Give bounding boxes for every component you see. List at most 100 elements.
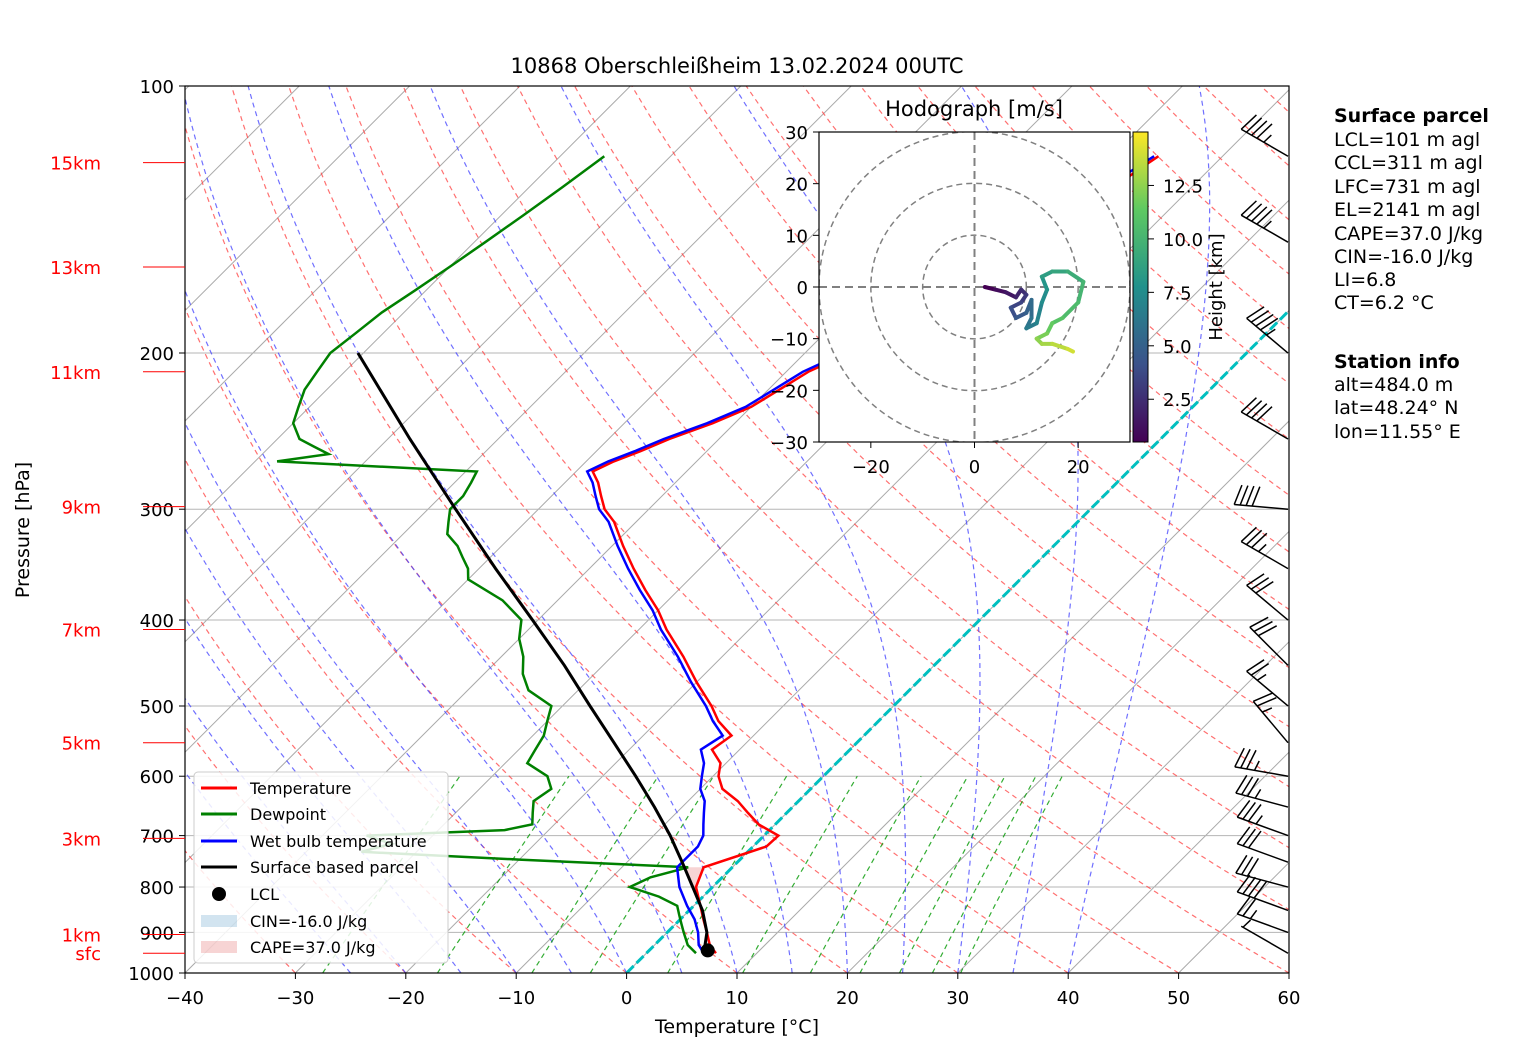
station-line: lat=48.24° N bbox=[1334, 397, 1458, 419]
barb-shaft bbox=[1237, 913, 1289, 934]
barb-flag bbox=[1251, 120, 1268, 136]
hodograph-title: Hodograph [m/s] bbox=[885, 97, 1063, 121]
barb-flag bbox=[1245, 400, 1263, 416]
barb-flag bbox=[1236, 874, 1251, 893]
barb-flag bbox=[1239, 485, 1249, 506]
barb-shaft bbox=[1249, 626, 1289, 666]
x-tick-label: −40 bbox=[166, 988, 204, 1009]
dry-adiabat bbox=[230, 86, 959, 973]
barb-shaft bbox=[1246, 584, 1289, 621]
barb-half-flag bbox=[1266, 328, 1276, 336]
hodo-ring bbox=[870, 182, 1079, 392]
barb-flag bbox=[1240, 200, 1257, 216]
barb-flag bbox=[1236, 826, 1251, 845]
barb-flag bbox=[1256, 696, 1277, 707]
wind-barb bbox=[1234, 747, 1289, 777]
colorbar-label: Height [km] bbox=[1206, 233, 1227, 340]
barb-flag bbox=[1240, 748, 1251, 769]
hodo-segment bbox=[1039, 287, 1050, 305]
y-tick-label: 1000 bbox=[128, 964, 174, 985]
isotherm-line bbox=[847, 530, 1289, 973]
barb-flag bbox=[1242, 898, 1256, 917]
station-line: alt=484.0 m bbox=[1334, 374, 1453, 396]
barb-half-flag bbox=[1254, 788, 1262, 799]
barb-shaft bbox=[1235, 872, 1289, 888]
wind-barb bbox=[1240, 919, 1289, 954]
mixing-ratio-line bbox=[960, 775, 1063, 973]
barb-flag bbox=[1255, 580, 1274, 594]
barb-flag bbox=[1246, 858, 1260, 877]
isotherm-line bbox=[185, 86, 852, 753]
hodograph-content bbox=[819, 132, 1130, 442]
hodo-segment bbox=[1065, 269, 1086, 284]
barb-flag bbox=[1250, 310, 1270, 323]
mixing-ratio-line bbox=[931, 775, 1037, 973]
isotherm-line bbox=[1067, 751, 1289, 973]
y-axis-label: Pressure [hPa] bbox=[12, 462, 34, 598]
wind-barb bbox=[1236, 799, 1289, 837]
barb-flag bbox=[1255, 313, 1274, 327]
barb-flag bbox=[1260, 317, 1279, 331]
y-tick-label: 200 bbox=[140, 344, 174, 365]
wind-barb bbox=[1236, 896, 1289, 934]
legend-label-parcel: Surface based parcel bbox=[250, 858, 419, 877]
x-tick-label: −20 bbox=[387, 988, 425, 1009]
barb-flag bbox=[1251, 206, 1268, 222]
height-label: sfc bbox=[75, 944, 101, 965]
barb-half-flag bbox=[1263, 220, 1272, 229]
barb-flag bbox=[1253, 880, 1268, 899]
dry-adiabat bbox=[402, 86, 1289, 973]
wind-barb bbox=[1246, 659, 1289, 707]
barb-flag bbox=[1251, 486, 1261, 507]
barb-shaft bbox=[1237, 816, 1289, 837]
barb-shaft bbox=[1237, 891, 1289, 912]
y-tick-label: 800 bbox=[140, 878, 174, 899]
wind-barb bbox=[1240, 526, 1289, 570]
height-label: 9km bbox=[62, 498, 101, 519]
barb-flag bbox=[1256, 123, 1273, 139]
x-tick-label: 10 bbox=[726, 988, 749, 1009]
moist-adiabat bbox=[185, 617, 462, 973]
info-panel: Surface parcel LCL=101 m agl CCL=311 m a… bbox=[1334, 105, 1489, 443]
legend-label-temperature: Temperature bbox=[249, 779, 351, 798]
isotherm-line bbox=[185, 86, 742, 643]
x-tick-label: 20 bbox=[836, 988, 859, 1009]
isotherm-line bbox=[626, 309, 1289, 973]
barb-flag bbox=[1235, 774, 1248, 794]
barb-flag bbox=[1251, 403, 1268, 419]
wind-barb bbox=[1246, 306, 1289, 354]
parcel-line: CIN=-16.0 J/kg bbox=[1334, 246, 1473, 268]
barb-flag bbox=[1245, 117, 1263, 133]
series-line bbox=[356, 352, 709, 954]
barb-flag bbox=[1246, 573, 1265, 586]
barb-flag bbox=[1256, 406, 1273, 422]
dry-adiabat bbox=[288, 86, 1069, 973]
y-tick-label: 600 bbox=[140, 767, 174, 788]
barb-flag bbox=[1242, 828, 1256, 847]
colorbar-tick-label: 2.5 bbox=[1163, 390, 1192, 411]
isotherm-line bbox=[185, 86, 410, 312]
barb-flag bbox=[1245, 529, 1263, 546]
legend-label-dewpoint: Dewpoint bbox=[250, 805, 326, 824]
barb-half-flag bbox=[1249, 909, 1258, 920]
mixing-ratio-line bbox=[531, 775, 659, 973]
moist-adiabat bbox=[1067, 86, 1211, 973]
barb-flag bbox=[1233, 484, 1243, 505]
barb-flag bbox=[1235, 854, 1248, 874]
colorbar-tick-label: 10.0 bbox=[1163, 230, 1203, 251]
moist-adiabat bbox=[960, 86, 1079, 973]
barb-flag bbox=[1253, 620, 1273, 633]
barb-flag bbox=[1245, 203, 1263, 219]
x-tick-label: 60 bbox=[1278, 988, 1301, 1009]
hodo-y-tick-label: −30 bbox=[770, 433, 808, 454]
wind-barb bbox=[1233, 484, 1289, 510]
barb-flag bbox=[1246, 306, 1265, 319]
legend-label-wetbulb: Wet bulb temperature bbox=[250, 832, 427, 851]
barb-shaft bbox=[1240, 540, 1289, 570]
barb-flag bbox=[1234, 747, 1245, 768]
hodo-y-tick-label: 30 bbox=[785, 123, 808, 144]
barb-flag bbox=[1250, 663, 1270, 676]
barb-flag bbox=[1246, 659, 1265, 672]
hodo-segment bbox=[1034, 300, 1044, 326]
